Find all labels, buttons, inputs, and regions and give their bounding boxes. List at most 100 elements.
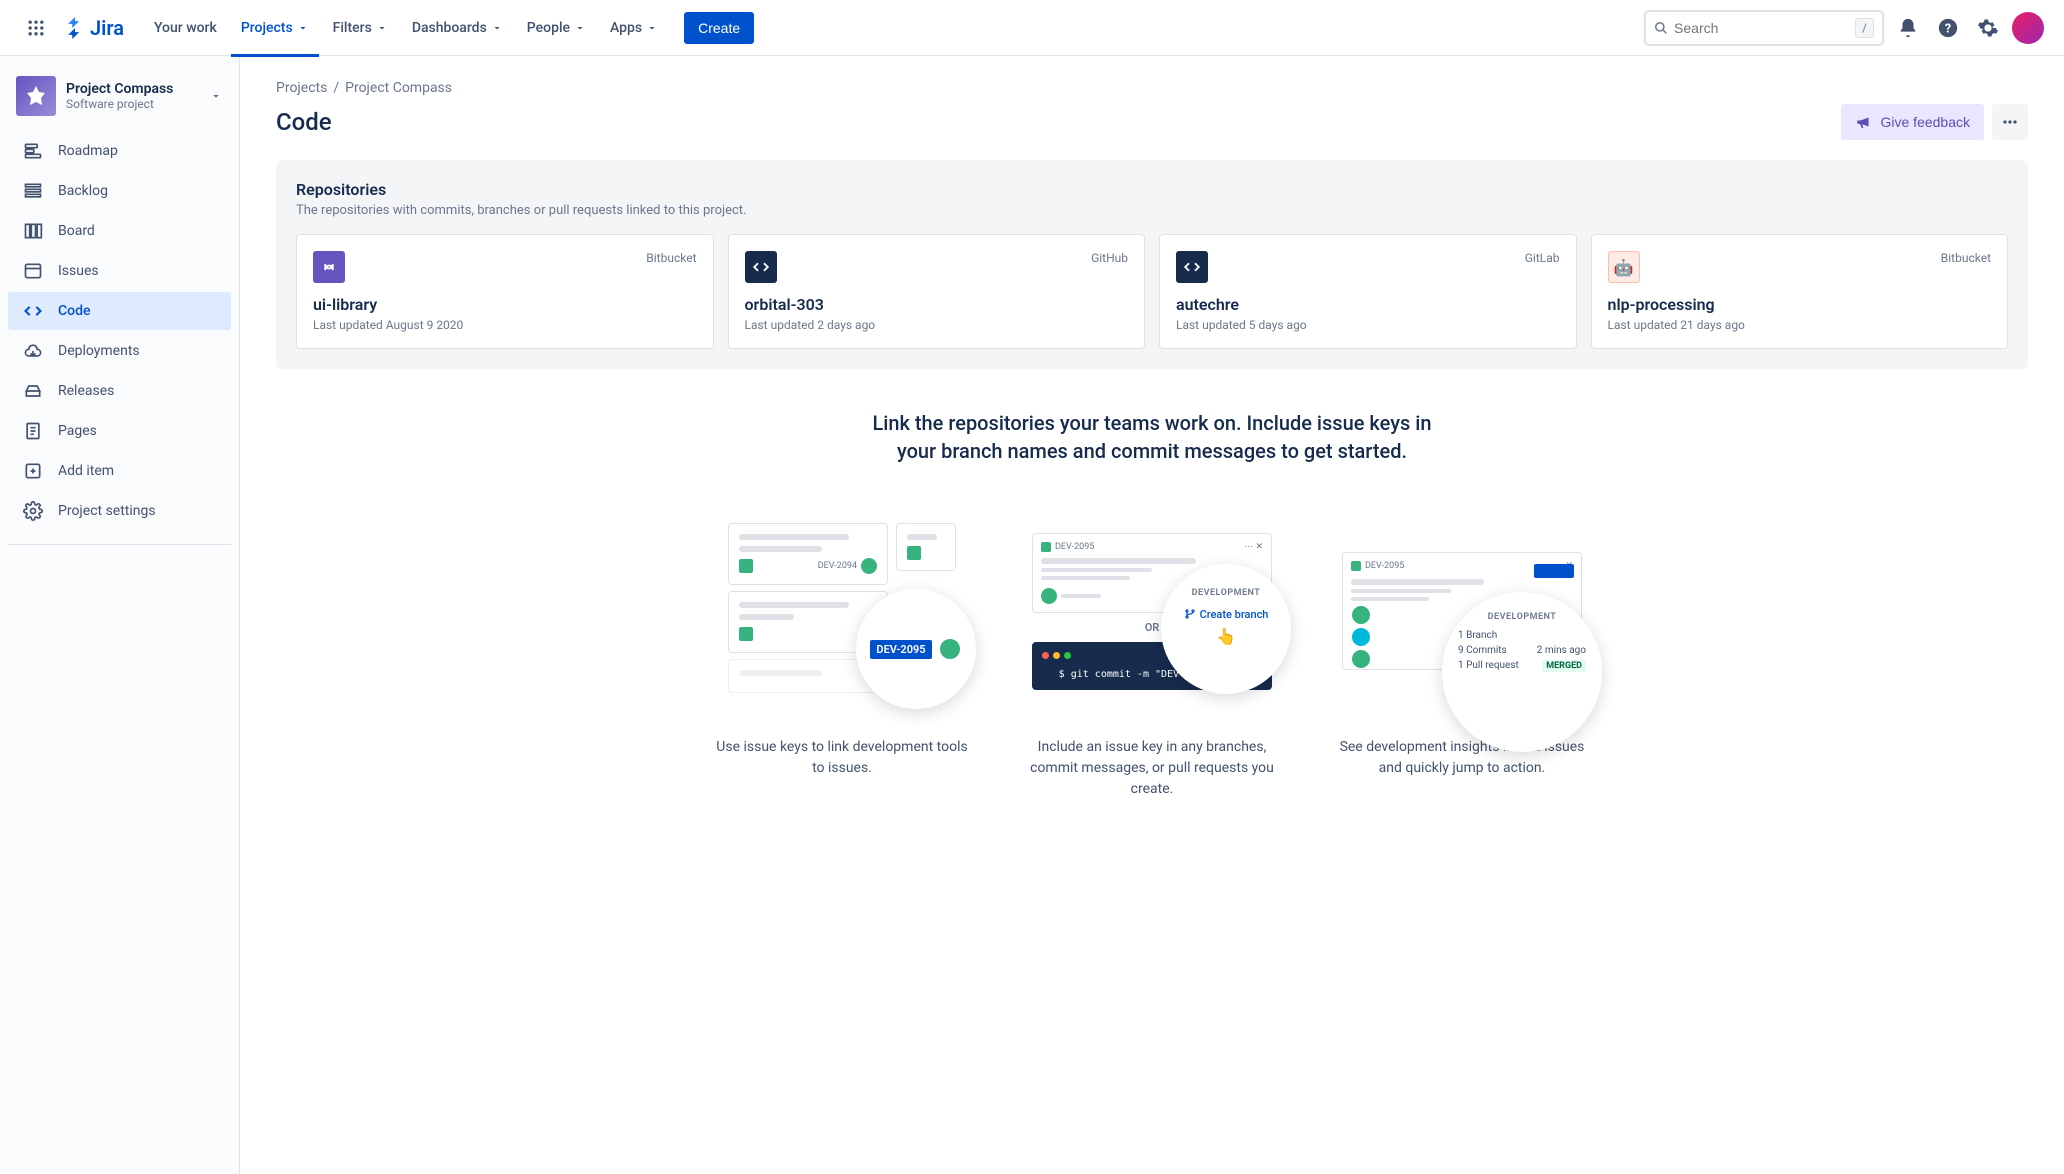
onboarding-illustration-2: DEV-2095⋯ ✕ DEVELOPMENT Create branch 👆 bbox=[1012, 501, 1292, 721]
project-sidebar: Project Compass Software project Roadmap… bbox=[0, 56, 240, 1174]
repo-updated: Last updated 2 days ago bbox=[745, 318, 1129, 332]
breadcrumb-separator: / bbox=[333, 80, 339, 96]
help-icon: ? bbox=[1937, 17, 1959, 39]
project-info: Project Compass Software project bbox=[66, 81, 199, 111]
repo-card[interactable]: GitHub orbital-303 Last updated 2 days a… bbox=[728, 234, 1146, 349]
sidebar-nav: Roadmap Backlog Board Issues Code Deploy… bbox=[8, 132, 231, 549]
onboarding-step-text: Include an issue key in any branches, co… bbox=[1022, 737, 1282, 800]
onboarding-illustration-3: DEV-2095⋯ ✕ bbox=[1322, 501, 1602, 721]
more-actions-button[interactable] bbox=[1992, 104, 2028, 140]
create-button[interactable]: Create bbox=[684, 12, 754, 44]
sidebar-item-deployments[interactable]: Deployments bbox=[8, 332, 231, 370]
feedback-button[interactable]: Give feedback bbox=[1841, 104, 1985, 140]
onboarding-step-text: Use issue keys to link development tools… bbox=[712, 737, 972, 779]
board-icon bbox=[22, 220, 44, 242]
search-box[interactable]: / bbox=[1644, 10, 1884, 46]
repository-cards: Bitbucket ui-library Last updated August… bbox=[296, 234, 2008, 349]
nav-apps[interactable]: Apps bbox=[600, 12, 668, 44]
chevron-down-icon bbox=[574, 22, 586, 34]
repo-provider-icon bbox=[313, 251, 345, 283]
repo-updated: Last updated 5 days ago bbox=[1176, 318, 1560, 332]
rocket-icon bbox=[24, 84, 48, 108]
page-title: Code bbox=[276, 108, 332, 136]
top-nav-left: Jira Your work Projects Filters Dashboar… bbox=[20, 12, 754, 44]
onboarding-grid: DEV-2094 DEV-2095 bbox=[702, 501, 1602, 800]
search-input[interactable] bbox=[1674, 20, 1855, 36]
repo-card[interactable]: GitLab autechre Last updated 5 days ago bbox=[1159, 234, 1577, 349]
nav-filters[interactable]: Filters bbox=[323, 12, 398, 44]
repo-provider-label: GitHub bbox=[1091, 251, 1128, 265]
onboarding-step: DEV-2094 DEV-2095 bbox=[702, 501, 982, 800]
breadcrumb: Projects / Project Compass bbox=[276, 80, 2028, 96]
repo-updated: Last updated 21 days ago bbox=[1608, 318, 1992, 332]
repo-provider-label: GitLab bbox=[1525, 251, 1560, 265]
help-button[interactable]: ? bbox=[1932, 12, 1964, 44]
sidebar-item-code[interactable]: Code bbox=[8, 292, 231, 330]
sidebar-item-releases[interactable]: Releases bbox=[8, 372, 231, 410]
sidebar-item-settings[interactable]: Project settings bbox=[8, 492, 231, 530]
repo-provider-label: Bitbucket bbox=[1941, 251, 1991, 265]
project-type: Software project bbox=[66, 97, 199, 111]
sidebar-divider bbox=[8, 544, 231, 545]
jira-icon bbox=[64, 17, 86, 39]
jira-logo-text: Jira bbox=[90, 16, 124, 40]
deployments-icon bbox=[22, 340, 44, 362]
sidebar-item-add[interactable]: Add item bbox=[8, 452, 231, 490]
repo-provider-icon bbox=[1176, 251, 1208, 283]
top-nav: Jira Your work Projects Filters Dashboar… bbox=[0, 0, 2064, 56]
apps-icon bbox=[26, 18, 46, 38]
repo-name: ui-library bbox=[313, 295, 697, 314]
project-name: Project Compass bbox=[66, 81, 199, 97]
branch-icon bbox=[1184, 608, 1196, 620]
repo-provider-label: Bitbucket bbox=[646, 251, 696, 265]
search-icon bbox=[1654, 20, 1668, 36]
nav-dashboards[interactable]: Dashboards bbox=[402, 12, 513, 44]
repo-provider-icon: 🤖 bbox=[1608, 251, 1640, 283]
nav-your-work[interactable]: Your work bbox=[144, 12, 227, 44]
repositories-description: The repositories with commits, branches … bbox=[296, 203, 2008, 218]
roadmap-icon bbox=[22, 140, 44, 162]
nav-people[interactable]: People bbox=[517, 12, 596, 44]
onboarding-illustration-1: DEV-2094 DEV-2095 bbox=[702, 501, 982, 721]
chevron-down-icon bbox=[646, 22, 658, 34]
app-switcher-button[interactable] bbox=[20, 12, 52, 44]
issues-icon bbox=[22, 260, 44, 282]
project-icon bbox=[16, 76, 56, 116]
bell-icon bbox=[1897, 17, 1919, 39]
top-nav-right: / ? bbox=[1644, 10, 2044, 46]
sidebar-item-roadmap[interactable]: Roadmap bbox=[8, 132, 231, 170]
sidebar-item-pages[interactable]: Pages bbox=[8, 412, 231, 450]
repositories-title: Repositories bbox=[296, 180, 2008, 199]
repo-card[interactable]: 🤖 Bitbucket nlp-processing Last updated … bbox=[1591, 234, 2009, 349]
more-icon bbox=[2000, 112, 2020, 132]
gear-icon bbox=[1977, 17, 1999, 39]
releases-icon bbox=[22, 380, 44, 402]
sidebar-item-issues[interactable]: Issues bbox=[8, 252, 231, 290]
pages-icon bbox=[22, 420, 44, 442]
page-actions: Give feedback bbox=[1841, 104, 2029, 140]
profile-avatar[interactable] bbox=[2012, 12, 2044, 44]
notifications-button[interactable] bbox=[1892, 12, 1924, 44]
primary-nav: Your work Projects Filters Dashboards Pe… bbox=[144, 12, 668, 44]
jira-logo[interactable]: Jira bbox=[56, 16, 132, 40]
repo-card[interactable]: Bitbucket ui-library Last updated August… bbox=[296, 234, 714, 349]
svg-text:?: ? bbox=[1945, 21, 1951, 36]
chevron-down-icon bbox=[376, 22, 388, 34]
breadcrumb-root[interactable]: Projects bbox=[276, 80, 327, 96]
add-icon bbox=[22, 460, 44, 482]
repo-name: nlp-processing bbox=[1608, 295, 1992, 314]
breadcrumb-project[interactable]: Project Compass bbox=[345, 80, 452, 96]
chevron-down-icon[interactable] bbox=[209, 89, 223, 103]
repo-name: orbital-303 bbox=[745, 295, 1129, 314]
settings-button[interactable] bbox=[1972, 12, 2004, 44]
chevron-down-icon bbox=[297, 22, 309, 34]
sidebar-item-board[interactable]: Board bbox=[8, 212, 231, 250]
main-content: Projects / Project Compass Code Give fee… bbox=[240, 56, 2064, 1174]
onboarding-step: DEV-2095⋯ ✕ bbox=[1322, 501, 1602, 800]
sidebar-item-backlog[interactable]: Backlog bbox=[8, 172, 231, 210]
repo-name: autechre bbox=[1176, 295, 1560, 314]
megaphone-icon bbox=[1855, 113, 1873, 131]
onboarding-step: DEV-2095⋯ ✕ DEVELOPMENT Create branch 👆 bbox=[1012, 501, 1292, 800]
project-header[interactable]: Project Compass Software project bbox=[8, 76, 231, 132]
nav-projects[interactable]: Projects bbox=[231, 12, 319, 44]
